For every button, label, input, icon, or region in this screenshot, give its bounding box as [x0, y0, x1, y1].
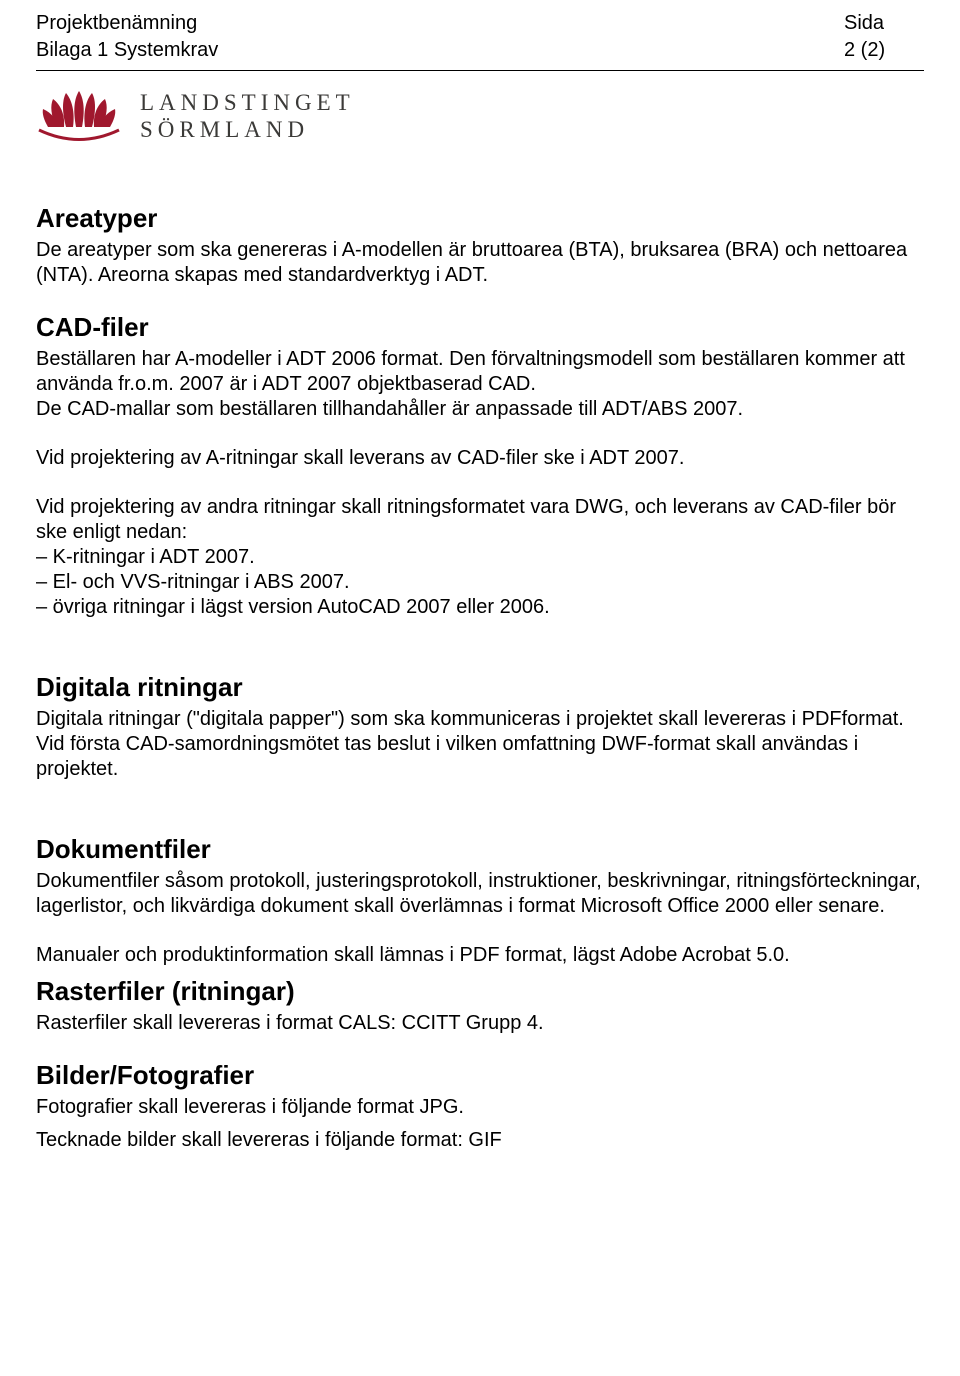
logo-text-line1: LANDSTINGET: [140, 89, 355, 116]
logo-text: LANDSTINGET SÖRMLAND: [140, 89, 355, 143]
heading-digitala: Digitala ritningar: [36, 672, 924, 703]
header-right: Sida 2 (2): [844, 10, 924, 64]
para-digitala: Digitala ritningar ("digitala papper") s…: [36, 707, 924, 782]
para-bilder-1: Fotografier skall levereras i följande f…: [36, 1095, 924, 1120]
spacer: [36, 644, 924, 672]
heading-bilder: Bilder/Fotografier: [36, 1060, 924, 1091]
document-page: Projektbenämning Bilaga 1 Systemkrav Sid…: [0, 0, 960, 1376]
para-dokumentfiler-2: Manualer och produktinformation skall lä…: [36, 943, 924, 968]
heading-dokumentfiler: Dokumentfiler: [36, 834, 924, 865]
header-left: Projektbenämning Bilaga 1 Systemkrav: [36, 10, 218, 64]
header-right-line2: 2 (2): [844, 39, 885, 61]
page-header: Projektbenämning Bilaga 1 Systemkrav Sid…: [36, 10, 924, 71]
para-dokumentfiler-1: Dokumentfiler såsom protokoll, justering…: [36, 869, 924, 919]
header-right-line1: Sida: [844, 12, 884, 34]
heading-areatyper: Areatyper: [36, 203, 924, 234]
header-left-line1: Projektbenämning: [36, 12, 197, 34]
lotus-icon: [36, 85, 122, 147]
spacer: [36, 806, 924, 834]
para-cadfiler-1: Beställaren har A-modeller i ADT 2006 fo…: [36, 347, 924, 422]
logo: LANDSTINGET SÖRMLAND: [36, 85, 924, 147]
para-rasterfiler: Rasterfiler skall levereras i format CAL…: [36, 1011, 924, 1036]
heading-rasterfiler: Rasterfiler (ritningar): [36, 976, 924, 1007]
heading-cadfiler: CAD-filer: [36, 312, 924, 343]
logo-text-line2: SÖRMLAND: [140, 116, 355, 143]
para-bilder-2: Tecknade bilder skall levereras i följan…: [36, 1128, 924, 1153]
header-left-line2: Bilaga 1 Systemkrav: [36, 39, 218, 61]
para-cadfiler-2: Vid projektering av A-ritningar skall le…: [36, 446, 924, 471]
para-cadfiler-3: Vid projektering av andra ritningar skal…: [36, 495, 924, 620]
para-areatyper: De areatyper som ska genereras i A-model…: [36, 238, 924, 288]
